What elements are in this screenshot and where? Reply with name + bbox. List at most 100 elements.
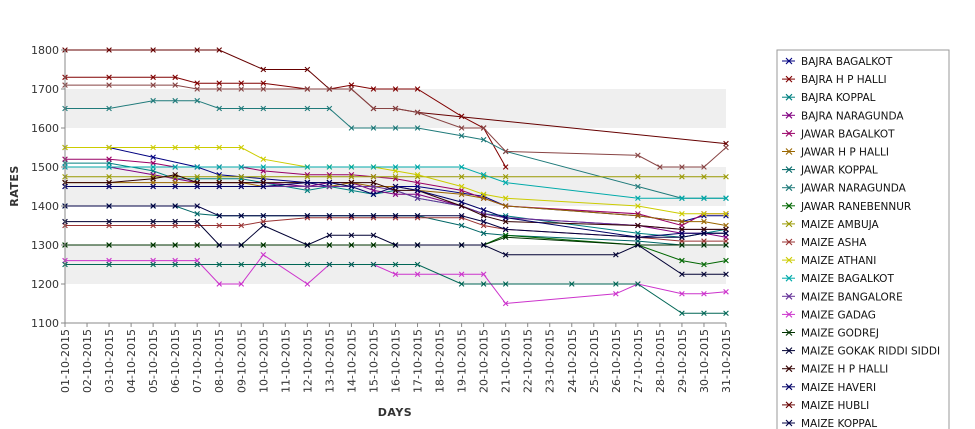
legend-item: MAIZE GADAG bbox=[782, 309, 876, 321]
data-point-marker bbox=[326, 242, 333, 248]
legend-label: JAWAR H P HALLI bbox=[800, 147, 889, 159]
legend-marker bbox=[785, 256, 793, 264]
data-point-marker bbox=[260, 242, 267, 248]
data-point-marker bbox=[150, 183, 156, 190]
data-point-marker bbox=[458, 199, 465, 205]
data-point-marker bbox=[194, 173, 200, 180]
legend-label: JAWAR RANEBENNUR bbox=[800, 201, 911, 213]
legend-label: MAIZE ASHA bbox=[801, 237, 867, 249]
data-point-marker bbox=[414, 164, 421, 170]
legend-marker bbox=[785, 93, 793, 101]
legend-marker bbox=[785, 365, 793, 373]
data-point-marker bbox=[172, 203, 178, 209]
legend-label: MAIZE GADAG bbox=[801, 309, 876, 321]
data-point-marker bbox=[326, 86, 333, 92]
data-point-marker bbox=[701, 261, 707, 268]
x-tick-label: 22-10-2015 bbox=[522, 329, 535, 393]
data-point-marker bbox=[326, 164, 333, 170]
series bbox=[62, 179, 729, 240]
x-tick-label: 24-10-2015 bbox=[566, 329, 579, 393]
data-point-marker bbox=[679, 211, 685, 217]
data-point-marker bbox=[723, 144, 729, 151]
data-point-marker bbox=[458, 191, 465, 198]
data-point-marker bbox=[502, 300, 509, 307]
legend: BAJRA BAGALKOT BAJRA H P HALLI BAJRA KOPPA… bbox=[776, 49, 950, 429]
x-tick-label: 23-10-2015 bbox=[544, 329, 557, 393]
data-point-marker bbox=[679, 242, 685, 248]
data-point-marker bbox=[260, 183, 267, 190]
data-point-marker bbox=[458, 271, 465, 278]
x-tick-label: 31-10-2015 bbox=[720, 329, 733, 393]
data-point-marker bbox=[679, 164, 685, 170]
legend-marker bbox=[785, 401, 793, 409]
legend-label: JAWAR KOPPAL bbox=[800, 165, 878, 177]
y-tick-label: 1400 bbox=[31, 200, 59, 213]
series bbox=[62, 164, 729, 201]
legend-label: MAIZE ATHANI bbox=[801, 255, 876, 267]
data-point-marker bbox=[635, 203, 641, 209]
data-point-marker bbox=[216, 281, 223, 287]
data-point-marker bbox=[723, 271, 729, 278]
x-tick-label: 03-10-2015 bbox=[103, 329, 116, 393]
data-point-marker bbox=[304, 281, 311, 287]
data-point-marker bbox=[502, 234, 509, 240]
data-point-marker bbox=[458, 125, 465, 131]
data-point-marker bbox=[414, 271, 421, 278]
data-point-marker bbox=[679, 290, 685, 297]
data-point-marker bbox=[216, 212, 223, 219]
data-point-marker bbox=[194, 80, 200, 86]
x-tick-label: 07-10-2015 bbox=[191, 329, 204, 393]
legend-box bbox=[776, 49, 950, 429]
data-point-marker bbox=[370, 242, 377, 248]
y-tick-label: 1500 bbox=[31, 161, 59, 174]
data-point-marker bbox=[150, 203, 156, 209]
data-point-marker bbox=[414, 212, 421, 219]
legend-item: BAJRA H P HALLI bbox=[782, 74, 887, 86]
legend-label: MAIZE H P HALLI bbox=[801, 364, 888, 376]
data-point-marker bbox=[635, 152, 641, 159]
data-point-marker bbox=[348, 173, 355, 180]
data-point-marker bbox=[392, 242, 399, 248]
x-tick-label: 16-10-2015 bbox=[390, 329, 403, 393]
data-point-marker bbox=[414, 261, 421, 268]
legend-item: MAIZE GODREJ bbox=[782, 328, 879, 340]
chart-axes: 1100 1200 1300 1400 1500 1600 1700 1800 01-10-20… bbox=[31, 44, 733, 393]
data-point-marker bbox=[502, 203, 509, 209]
legend-item: MAIZE HUBLI bbox=[782, 400, 869, 412]
data-point-marker bbox=[326, 261, 333, 268]
data-point-marker bbox=[635, 183, 641, 190]
data-point-marker bbox=[613, 251, 619, 258]
x-tick-label: 26-10-2015 bbox=[610, 329, 623, 393]
data-point-marker bbox=[414, 187, 421, 194]
data-point-marker bbox=[260, 156, 267, 162]
y-tick-label: 1600 bbox=[31, 122, 59, 135]
data-point-marker bbox=[723, 173, 729, 180]
x-tick-label: 27-10-2015 bbox=[632, 329, 645, 393]
data-point-marker bbox=[370, 105, 377, 112]
data-point-marker bbox=[392, 125, 399, 131]
data-point-marker bbox=[150, 175, 156, 182]
data-point-marker bbox=[480, 125, 487, 131]
data-point-marker bbox=[348, 232, 355, 239]
data-point-marker bbox=[150, 154, 156, 161]
data-point-marker bbox=[106, 144, 112, 151]
data-point-marker bbox=[194, 218, 200, 225]
legend-label: MAIZE AMBUJA bbox=[801, 219, 880, 231]
data-point-marker bbox=[613, 290, 619, 297]
data-point-marker bbox=[392, 86, 399, 92]
legend-marker bbox=[785, 202, 793, 210]
data-point-marker bbox=[106, 164, 112, 170]
x-tick-label: 19-10-2015 bbox=[456, 329, 469, 393]
data-point-marker bbox=[326, 179, 333, 186]
data-point-marker bbox=[370, 164, 377, 170]
data-point-marker bbox=[238, 164, 245, 170]
data-point-marker bbox=[238, 212, 245, 219]
legend-marker bbox=[785, 311, 793, 318]
series bbox=[62, 82, 729, 170]
data-point-marker bbox=[172, 164, 178, 170]
data-point-marker bbox=[238, 144, 245, 151]
data-point-marker bbox=[238, 80, 245, 86]
legend-item: BAJRA KOPPAL bbox=[782, 92, 876, 104]
x-tick-label: 13-10-2015 bbox=[323, 329, 336, 393]
data-point-marker bbox=[392, 164, 399, 170]
